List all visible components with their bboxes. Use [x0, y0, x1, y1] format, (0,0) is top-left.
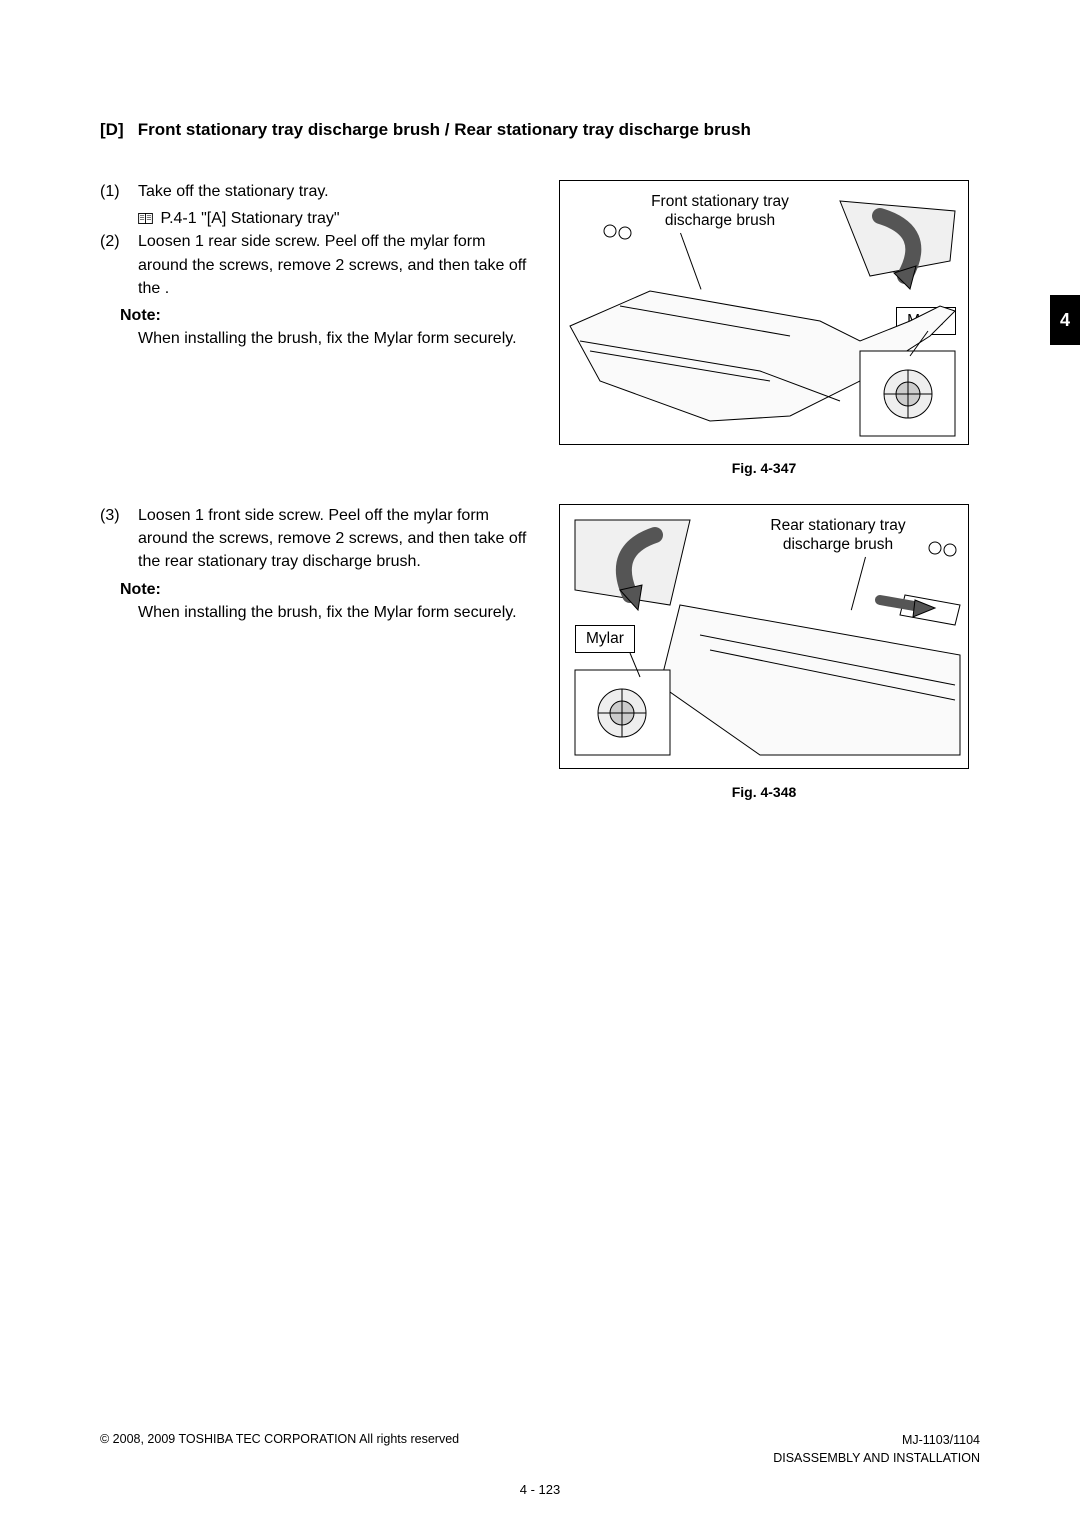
block-2: (3) Loosen 1 front side screw. Peel off …	[100, 504, 980, 800]
fig2-illustration	[560, 505, 970, 770]
book-icon	[138, 213, 153, 224]
step-1-ref-text: P.4-1 "[A] Stationary tray"	[160, 210, 339, 227]
step-1-ref: P.4-1 "[A] Stationary tray"	[138, 207, 530, 230]
figure-1: Front stationary traydischarge brush Myl…	[559, 180, 969, 445]
block-1: (1) Take off the stationary tray. P.4-1 …	[100, 180, 980, 476]
footer-copyright: © 2008, 2009 TOSHIBA TEC CORPORATION All…	[100, 1432, 459, 1446]
section-title: Front stationary tray discharge brush / …	[138, 120, 751, 139]
footer-section: DISASSEMBLY AND INSTALLATION	[773, 1450, 980, 1468]
figure-2: Rear stationary traydischarge brush Myla…	[559, 504, 969, 769]
step-3-num: (3)	[100, 504, 138, 574]
note-2-label: Note:	[120, 578, 530, 601]
step-1-num: (1)	[100, 180, 138, 203]
page-content: [D] Front stationary tray discharge brus…	[0, 0, 1080, 1527]
step-2-body: Loosen 1 rear side screw. Peel off the m…	[138, 230, 530, 300]
step-1: (1) Take off the stationary tray.	[100, 180, 530, 203]
block-2-text: (3) Loosen 1 front side screw. Peel off …	[100, 504, 530, 624]
step-1-body: Take off the stationary tray.	[138, 180, 530, 203]
page-number: 4 - 123	[0, 1482, 1080, 1497]
footer-model: MJ-1103/1104	[773, 1432, 980, 1450]
figure-1-caption: Fig. 4-347	[548, 460, 980, 476]
note-1-text: When installing the brush, fix the Mylar…	[138, 327, 530, 350]
fig1-illustration	[560, 181, 970, 446]
block-1-text: (1) Take off the stationary tray. P.4-1 …	[100, 180, 530, 350]
step-2-num: (2)	[100, 230, 138, 300]
figure-1-col: Front stationary traydischarge brush Myl…	[548, 180, 980, 476]
section-label: [D]	[100, 120, 124, 139]
step-3: (3) Loosen 1 front side screw. Peel off …	[100, 504, 530, 574]
figure-2-caption: Fig. 4-348	[548, 784, 980, 800]
section-heading: [D] Front stationary tray discharge brus…	[100, 120, 980, 140]
note-1-label: Note:	[120, 304, 530, 327]
step-3-body: Loosen 1 front side screw. Peel off the …	[138, 504, 530, 574]
step-2: (2) Loosen 1 rear side screw. Peel off t…	[100, 230, 530, 300]
note-2-text: When installing the brush, fix the Mylar…	[138, 601, 530, 624]
figure-2-col: Rear stationary traydischarge brush Myla…	[548, 504, 980, 800]
page-footer: © 2008, 2009 TOSHIBA TEC CORPORATION All…	[100, 1432, 980, 1467]
